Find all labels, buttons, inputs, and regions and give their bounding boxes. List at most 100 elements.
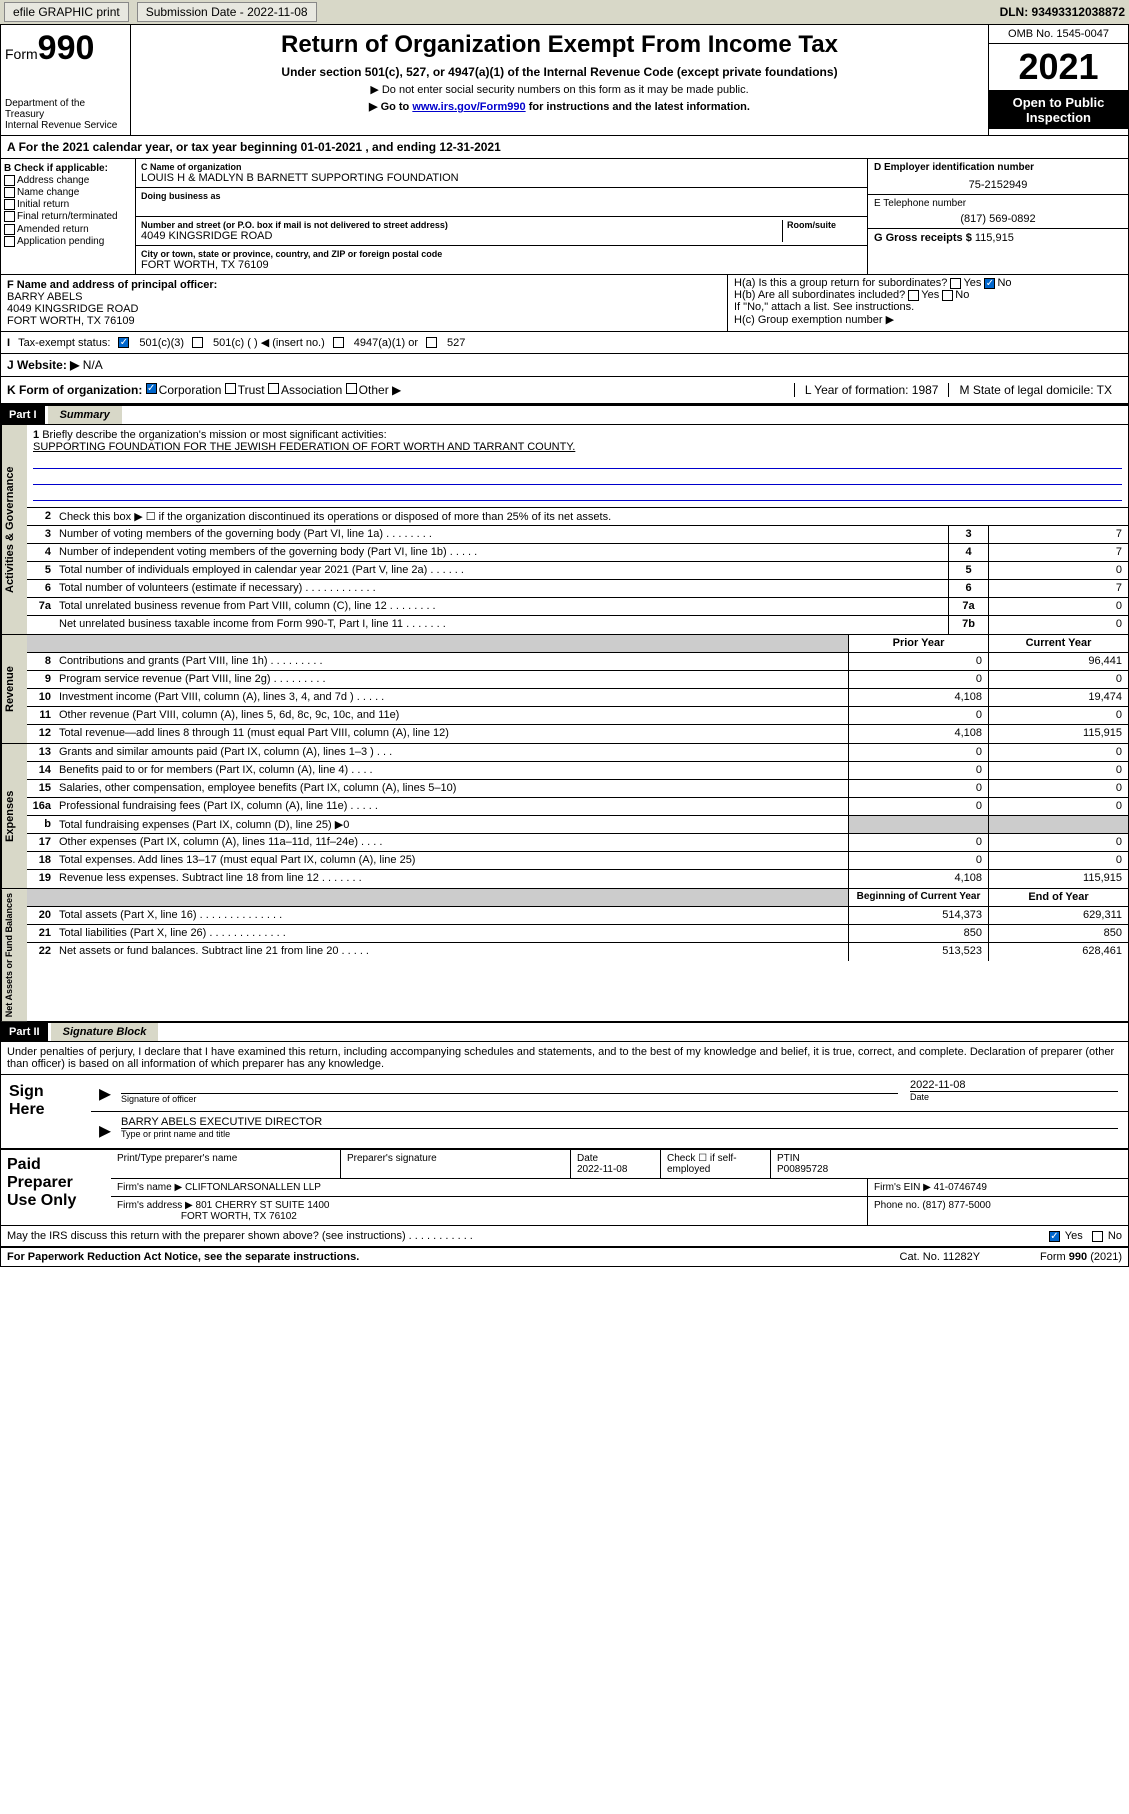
prior-14: 0 <box>848 762 988 779</box>
val-5: 0 <box>988 562 1128 579</box>
cb-amended-return[interactable] <box>4 224 15 235</box>
part-ii-header: Part II Signature Block <box>1 1022 1128 1042</box>
footer-cat: Cat. No. 11282Y <box>900 1251 981 1263</box>
cb-corp[interactable] <box>146 383 157 394</box>
cb-501c[interactable] <box>192 337 203 348</box>
hdr-end: End of Year <box>988 889 1128 906</box>
cb-4947[interactable] <box>333 337 344 348</box>
desc-15: Salaries, other compensation, employee b… <box>55 780 848 797</box>
num-12: 12 <box>27 725 55 743</box>
prior-12: 4,108 <box>848 725 988 743</box>
curr-22: 628,461 <box>988 943 1128 961</box>
row-7b: Net unrelated business taxable income fr… <box>27 616 1128 634</box>
val-7b: 0 <box>988 616 1128 634</box>
sign-arrow2-icon: ▶ <box>95 1114 115 1146</box>
goto-prefix: ▶ Go to <box>369 101 412 113</box>
b-item-3: Final return/terminated <box>17 212 118 223</box>
hb-no[interactable] <box>942 290 953 301</box>
j-val: N/A <box>83 358 103 372</box>
i-o2: 501(c) ( ) ◀ (insert no.) <box>213 336 325 349</box>
part-ii-lbl: Part II <box>1 1023 48 1041</box>
row-15: 15 Salaries, other compensation, employe… <box>27 780 1128 798</box>
num-4: 4 <box>27 544 55 561</box>
hdr-prior: Prior Year <box>848 635 988 652</box>
val-3: 7 <box>988 526 1128 543</box>
paid-preparer-block: Paid Preparer Use Only Print/Type prepar… <box>1 1150 1128 1226</box>
part-i-header: Part I Summary <box>1 405 1128 425</box>
sign-here-lbl: Sign Here <box>1 1075 91 1148</box>
net-hdr-row: Beginning of Current Year End of Year <box>27 889 1128 907</box>
cb-trust[interactable] <box>225 383 236 394</box>
sig-officer-lbl: Signature of officer <box>121 1093 898 1104</box>
box-7a: 7a <box>948 598 988 615</box>
desc-18: Total expenses. Add lines 13–17 (must eq… <box>55 852 848 869</box>
hb-yes[interactable] <box>908 290 919 301</box>
discuss-row: May the IRS discuss this return with the… <box>1 1226 1128 1247</box>
hdr-beg: Beginning of Current Year <box>848 889 988 906</box>
box-3: 3 <box>948 526 988 543</box>
b-item-4: Amended return <box>17 224 89 235</box>
cb-name-change[interactable] <box>4 187 15 198</box>
cb-other[interactable] <box>346 383 357 394</box>
officer-addr: 4049 KINGSRIDGE ROAD <box>7 303 721 315</box>
efile-btn[interactable]: efile GRAPHIC print <box>4 2 129 22</box>
form-header: Form990 Department of the Treasury Inter… <box>1 25 1128 136</box>
hdr-curr: Current Year <box>988 635 1128 652</box>
part-ii-title: Signature Block <box>51 1023 159 1041</box>
ha-no[interactable] <box>984 278 995 289</box>
cb-address-change[interactable] <box>4 175 15 186</box>
p-r1c4: Check ☐ if self-employed <box>661 1150 771 1178</box>
g-receipts-lbl: G Gross receipts $ <box>874 232 972 244</box>
desc-10: Investment income (Part VIII, column (A)… <box>55 689 848 706</box>
num-10: 10 <box>27 689 55 706</box>
row-12: 12 Total revenue—add lines 8 through 11 … <box>27 725 1128 743</box>
num-9: 9 <box>27 671 55 688</box>
prior-17: 0 <box>848 834 988 851</box>
discuss-text: May the IRS discuss this return with the… <box>7 1230 473 1242</box>
num-6: 6 <box>27 580 55 597</box>
desc-20: Total assets (Part X, line 16) . . . . .… <box>55 907 848 924</box>
desc-13: Grants and similar amounts paid (Part IX… <box>55 744 848 761</box>
k-o3: Association <box>281 383 342 397</box>
org-address: 4049 KINGSRIDGE ROAD <box>141 230 782 242</box>
desc-22: Net assets or fund balances. Subtract li… <box>55 943 848 961</box>
tax-year: 2021 <box>989 44 1128 91</box>
num-5: 5 <box>27 562 55 579</box>
cb-assoc[interactable] <box>268 383 279 394</box>
ha-yes[interactable] <box>950 278 961 289</box>
prior-16a: 0 <box>848 798 988 815</box>
row-5: 5 Total number of individuals employed i… <box>27 562 1128 580</box>
n2: 2 <box>27 508 55 525</box>
block-b-to-g: B Check if applicable: Address change Na… <box>1 159 1128 275</box>
prior-18: 0 <box>848 852 988 869</box>
num-7a: 7a <box>27 598 55 615</box>
desc-12: Total revenue—add lines 8 through 11 (mu… <box>55 725 848 743</box>
form-subtitle: Under section 501(c), 527, or 4947(a)(1)… <box>137 65 982 79</box>
omb-number: OMB No. 1545-0047 <box>989 25 1128 44</box>
prior-11: 0 <box>848 707 988 724</box>
num-8: 8 <box>27 653 55 670</box>
prior-10: 4,108 <box>848 689 988 706</box>
cb-527[interactable] <box>426 337 437 348</box>
discuss-yes[interactable] <box>1049 1231 1060 1242</box>
desc-7a: Total unrelated business revenue from Pa… <box>55 598 948 615</box>
p-r3c1-val: 801 CHERRY ST SUITE 1400 <box>196 1200 330 1211</box>
irs-label: Internal Revenue Service <box>5 120 126 131</box>
prior-8: 0 <box>848 653 988 670</box>
g-receipts: 115,915 <box>975 232 1014 244</box>
cb-initial-return[interactable] <box>4 199 15 210</box>
cb-final-return[interactable] <box>4 211 15 222</box>
form990-link[interactable]: www.irs.gov/Form990 <box>412 101 525 113</box>
footer-left: For Paperwork Reduction Act Notice, see … <box>7 1251 359 1263</box>
curr-16a: 0 <box>988 798 1128 815</box>
footer-form: Form 990 (2021) <box>1040 1251 1122 1263</box>
dept-treasury: Department of the Treasury <box>5 98 126 120</box>
curr-b <box>988 816 1128 833</box>
uline-3 <box>33 487 1122 501</box>
discuss-no[interactable] <box>1092 1231 1103 1242</box>
prior-9: 0 <box>848 671 988 688</box>
cb-501c3[interactable] <box>118 337 129 348</box>
prior-13: 0 <box>848 744 988 761</box>
prior-19: 4,108 <box>848 870 988 888</box>
cb-app-pending[interactable] <box>4 236 15 247</box>
